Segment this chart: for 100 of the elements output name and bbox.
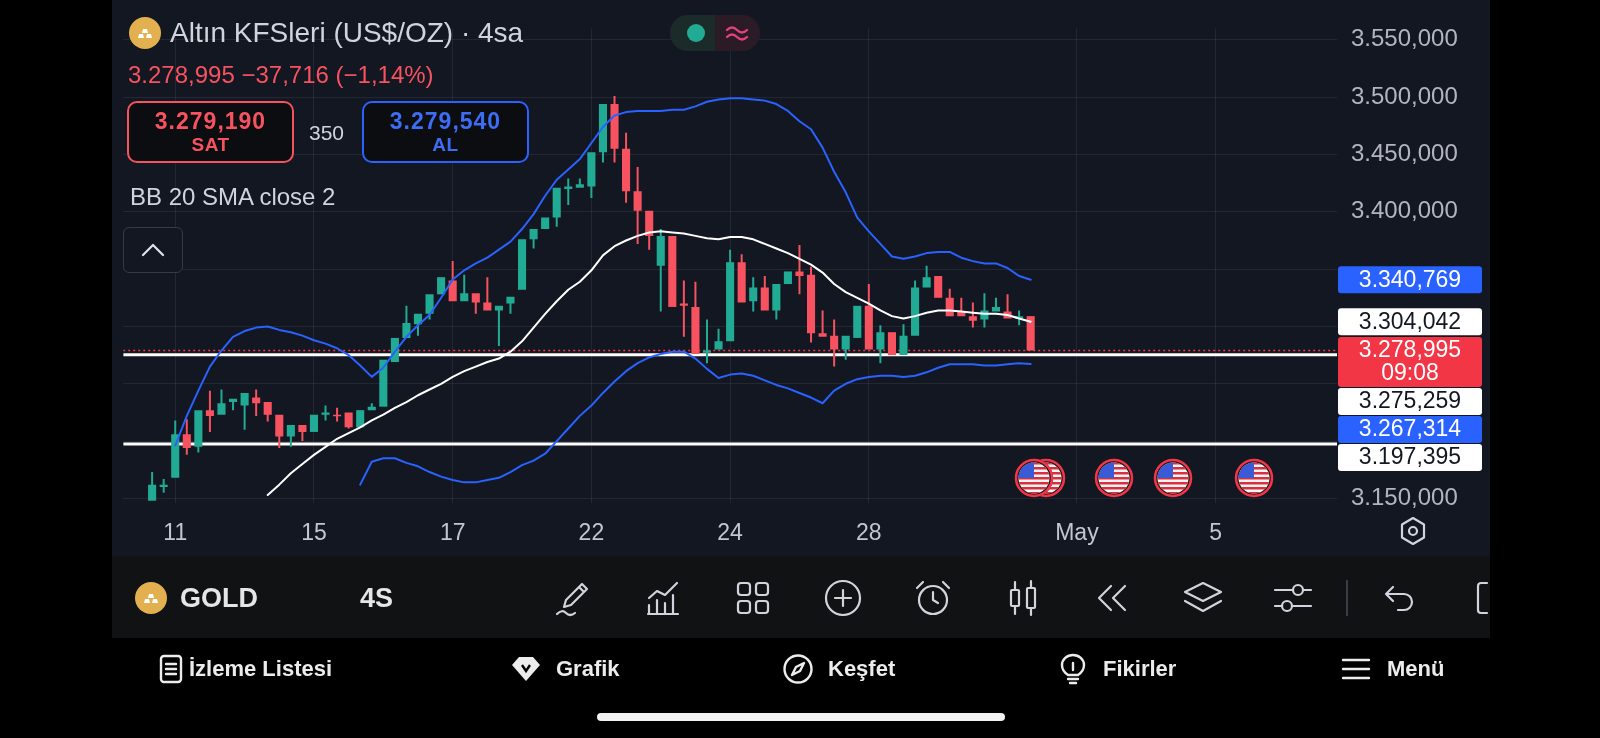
- candlestick: [541, 217, 550, 230]
- candlestick: [275, 414, 284, 448]
- annotation: 350: [309, 120, 345, 146]
- x-tick-label: May: [1055, 519, 1100, 546]
- candlestick: [228, 398, 238, 411]
- x-tick-label: 11: [163, 519, 188, 546]
- candlestick: [448, 261, 457, 302]
- candlestick: [726, 249, 735, 342]
- candlestick: [356, 410, 365, 428]
- y-tick-label: 3.150,000: [1350, 483, 1458, 511]
- text: Grafik: [556, 656, 620, 682]
- y-tick-label: 3.550,000: [1350, 24, 1458, 52]
- y-tick-label: 3.500,000: [1350, 81, 1458, 109]
- text: 4S: [360, 583, 394, 613]
- text: Keşfet: [828, 656, 896, 682]
- buy-button: 3.279,540 AL: [362, 101, 529, 163]
- candlestick: [922, 265, 931, 288]
- candlestick: [864, 284, 873, 350]
- text: Fikirler: [1103, 656, 1177, 682]
- candlestick: [691, 281, 700, 354]
- annotation: BB 20 SMA close 2: [130, 182, 336, 212]
- candlestick: [714, 328, 723, 350]
- candlestick: [587, 152, 596, 199]
- candlestick: [564, 178, 573, 205]
- y-tick-label: 3.400,000: [1350, 196, 1458, 224]
- candlestick: [656, 229, 665, 312]
- candlestick: [737, 254, 746, 303]
- candlestick: [887, 332, 896, 356]
- candlestick: [471, 293, 480, 314]
- annotation: SAT: [191, 134, 230, 156]
- candlestick: [749, 277, 758, 312]
- candlestick: [818, 310, 827, 337]
- candlestick: [367, 403, 376, 411]
- candlestick: [1026, 316, 1035, 351]
- candlestick: [911, 280, 920, 336]
- text: 3.340,769: [1358, 265, 1462, 292]
- candlestick: [333, 407, 342, 422]
- candlestick: [309, 414, 318, 432]
- candlestick: [344, 412, 353, 429]
- candlestick: [437, 277, 446, 295]
- text: İzleme Listesi: [189, 656, 333, 682]
- candlestick: [899, 324, 908, 356]
- text: Menü: [1387, 656, 1445, 682]
- candlestick: [425, 294, 434, 320]
- candlestick: [263, 402, 272, 422]
- candlestick: [159, 478, 168, 493]
- y-tick-label: 3.450,000: [1350, 139, 1458, 167]
- candlestick: [668, 235, 677, 307]
- candlestick: [853, 305, 862, 338]
- annotation: AL: [432, 134, 459, 156]
- candlestick: [298, 425, 307, 442]
- candlestick: [991, 297, 1001, 312]
- ref-line-label: 3.278,995 09:08: [1358, 336, 1462, 386]
- ref-line-label: 3.197,395: [1358, 443, 1462, 470]
- x-tick-label: 28: [856, 519, 882, 546]
- candlestick: [506, 296, 515, 314]
- chart-title: Altın KFSleri (US$/OZ) · 4sa: [170, 16, 524, 50]
- text: GOLD: [180, 583, 258, 613]
- sell-button: 3.279,190 SAT: [127, 101, 294, 163]
- candlestick: [529, 229, 538, 249]
- candlestick: [876, 325, 885, 364]
- candlestick: [240, 392, 249, 430]
- candlestick: [702, 319, 712, 364]
- candlestick: [841, 335, 850, 360]
- candlestick: [783, 271, 792, 285]
- candlestick: [622, 132, 631, 203]
- candlestick: [679, 280, 688, 337]
- x-tick-label: 5: [1209, 519, 1223, 546]
- candlestick: [402, 305, 411, 338]
- candlestick: [610, 96, 619, 163]
- x-tick-label: 24: [717, 519, 744, 546]
- candlestick: [205, 390, 214, 432]
- text: 3.278,995 −37,716 (−1,14%): [128, 60, 434, 90]
- candlestick: [148, 472, 157, 501]
- x-tick-label: 22: [578, 519, 605, 546]
- candlestick: [379, 359, 388, 407]
- candlestick: [575, 178, 584, 188]
- x-tick-label: 17: [439, 519, 466, 546]
- candlestick: [934, 276, 943, 298]
- annotation: 3.279,190: [154, 108, 267, 134]
- candlestick: [772, 284, 781, 320]
- candlestick: [171, 420, 180, 478]
- candlestick: [252, 389, 261, 416]
- candlestick: [517, 239, 527, 290]
- candlestick: [968, 302, 977, 328]
- candlestick: [806, 266, 816, 343]
- candlestick: [217, 389, 226, 415]
- annotation: 3.279,540: [389, 108, 502, 134]
- candlestick: [633, 167, 642, 244]
- text: 3.304,042: [1358, 307, 1462, 334]
- candlestick: [830, 319, 839, 367]
- candlestick: [645, 210, 654, 250]
- candlestick: [598, 104, 607, 163]
- candlestick: [194, 410, 203, 453]
- text: 3.267,314: [1358, 415, 1462, 442]
- candlestick: [460, 274, 469, 302]
- candlestick: [552, 187, 561, 227]
- candlestick: [321, 405, 330, 421]
- candlestick: [483, 277, 492, 311]
- candlestick: [182, 419, 191, 455]
